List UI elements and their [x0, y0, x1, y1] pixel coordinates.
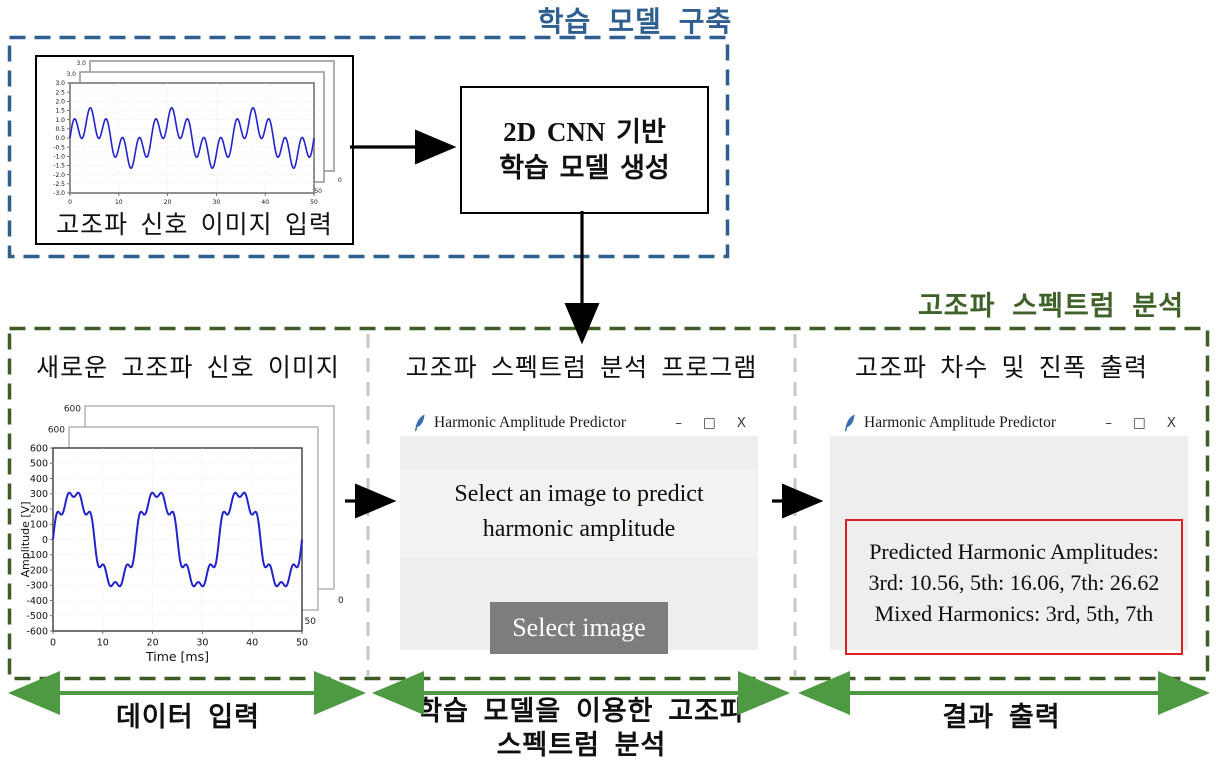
cnn-box-line1: 2D CNN 기반: [503, 114, 666, 150]
svg-text:3.0: 3.0: [55, 80, 65, 87]
column-header-analysis-program: 고조파 스펙트럼 분석 프로그램: [405, 355, 758, 382]
predicted-amplitudes-box: Predicted Harmonic Amplitudes: 3rd: 10.5…: [845, 519, 1183, 655]
footer-label-result-output: 결과 출력: [942, 702, 1061, 732]
svg-text:50: 50: [305, 617, 317, 627]
svg-text:500: 500: [30, 459, 48, 470]
prompt-label: Select an image to predict harmonic ampl…: [400, 469, 758, 557]
harmonic-input-image-box: 3.0 0 3.0 50 -3.0 -2.5 -2.0 -1.5 -1.0 -0.5 0.0 0.5 1…: [35, 55, 354, 245]
footer-label-model-analysis: 학습 모델을 이용한 고조파 스펙트럼 분석: [417, 696, 746, 760]
harmonic-signal-thumbnail-chart: 3.0 0 3.0 50 -3.0 -2.5 -2.0 -1.5 -1.0 -0.5 0.0 0.5 1…: [53, 60, 342, 206]
svg-text:20: 20: [147, 638, 159, 649]
svg-text:-2.5: -2.5: [53, 181, 65, 188]
svg-text:Amplitude [V]: Amplitude [V]: [20, 502, 32, 578]
predictor-window-body: Select an image to predict harmonic ampl…: [400, 436, 758, 654]
window-title: Harmonic Amplitude Predictor: [864, 414, 1056, 431]
svg-text:Time [ms]: Time [ms]: [145, 649, 209, 664]
svg-text:200: 200: [30, 504, 48, 515]
window-controls: – □ X: [1105, 409, 1176, 436]
column-header-output: 고조파 차수 및 진폭 출력: [854, 355, 1148, 382]
svg-text:-2.0: -2.0: [53, 172, 65, 179]
svg-text:2.5: 2.5: [55, 89, 65, 96]
svg-text:-600: -600: [26, 626, 48, 637]
svg-text:0: 0: [42, 535, 48, 546]
prompt-line1: Select an image to predict: [454, 481, 704, 507]
close-button[interactable]: X: [736, 414, 746, 431]
svg-text:600: 600: [30, 443, 48, 454]
minimize-button[interactable]: –: [675, 414, 682, 431]
svg-text:100: 100: [30, 520, 48, 531]
svg-text:600: 600: [64, 405, 81, 415]
window-title: Harmonic Amplitude Predictor: [434, 414, 626, 431]
svg-text:50: 50: [296, 638, 308, 649]
predictor-window: Harmonic Amplitude Predictor – □ X Selec…: [400, 409, 758, 654]
svg-text:1.0: 1.0: [55, 117, 65, 124]
svg-text:-3.0: -3.0: [53, 190, 65, 197]
svg-text:300: 300: [30, 489, 48, 500]
cnn-model-box: 2D CNN 기반 학습 모델 생성: [460, 86, 709, 214]
svg-text:0: 0: [50, 638, 56, 649]
maximize-button[interactable]: □: [702, 414, 716, 431]
svg-text:-1.5: -1.5: [53, 163, 65, 170]
svg-text:0.0: 0.0: [55, 135, 65, 142]
column-header-new-image: 새로운 고조파 신호 이미지: [36, 355, 340, 382]
svg-text:0.5: 0.5: [55, 126, 65, 133]
cnn-line1-suffix: 기반: [605, 117, 666, 147]
result-window-body: Predicted Harmonic Amplitudes: 3rd: 10.5…: [830, 436, 1188, 655]
svg-text:50: 50: [314, 188, 322, 195]
result-window-titlebar[interactable]: Harmonic Amplitude Predictor – □ X: [830, 409, 1188, 436]
svg-text:1.5: 1.5: [55, 108, 65, 115]
result-line1: Predicted Harmonic Amplitudes:: [869, 539, 1159, 564]
tk-feather-icon: [414, 414, 425, 432]
svg-text:30: 30: [196, 638, 208, 649]
cnn-name: 2D CNN: [503, 117, 606, 147]
result-line2: 3rd: 10.56, 5th: 16.06, 7th: 26.62: [868, 570, 1160, 595]
svg-text:-500: -500: [26, 611, 48, 622]
minimize-button[interactable]: –: [1105, 414, 1112, 431]
train-section-title: 학습 모델 구축: [537, 7, 733, 38]
svg-text:-1.0: -1.0: [53, 153, 65, 160]
svg-text:3.0: 3.0: [76, 60, 86, 67]
svg-text:-400: -400: [26, 596, 48, 607]
cnn-box-line2: 학습 모델 생성: [499, 153, 670, 183]
svg-text:40: 40: [246, 638, 258, 649]
svg-text:-300: -300: [26, 581, 48, 592]
analysis-section-title: 고조파 스펙트럼 분석: [917, 291, 1185, 321]
svg-text:10: 10: [97, 638, 109, 649]
svg-text:400: 400: [30, 474, 48, 485]
svg-text:0: 0: [338, 177, 342, 184]
predictor-window-titlebar[interactable]: Harmonic Amplitude Predictor – □ X: [400, 409, 758, 436]
new-harmonic-signal-chart: 600060050-600-500-400-300-200-1000100200…: [20, 405, 344, 665]
result-window: Harmonic Amplitude Predictor – □ X Predi…: [830, 409, 1188, 655]
window-controls: – □ X: [675, 409, 746, 436]
maximize-button[interactable]: □: [1132, 414, 1146, 431]
select-image-button[interactable]: Select image: [490, 602, 668, 654]
result-line3: Mixed Harmonics: 3rd, 5th, 7th: [874, 601, 1154, 626]
input-image-caption: 고조파 신호 이미지 입력: [56, 212, 333, 239]
svg-text:2.0: 2.0: [55, 98, 65, 105]
svg-text:3.0: 3.0: [66, 71, 76, 78]
svg-text:-0.5: -0.5: [53, 144, 65, 151]
svg-text:0: 0: [338, 596, 344, 606]
close-button[interactable]: X: [1166, 414, 1176, 431]
prompt-line2: harmonic amplitude: [482, 516, 676, 542]
footer-label-data-input: 데이터 입력: [116, 702, 260, 732]
svg-text:600: 600: [48, 426, 65, 436]
tk-feather-icon: [844, 414, 855, 432]
